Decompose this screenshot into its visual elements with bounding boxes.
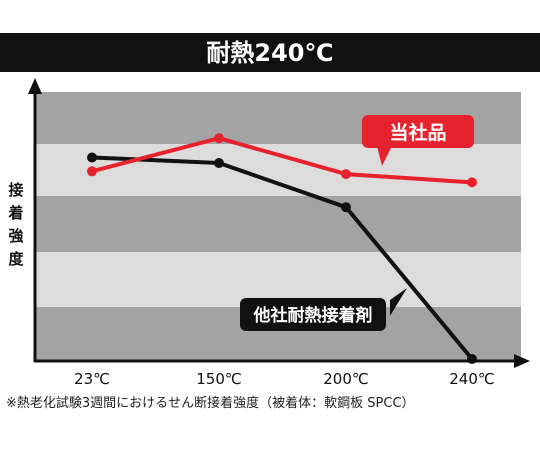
data-point-our-product	[467, 177, 477, 188]
series-line-our-product	[91, 136, 473, 185]
x-axis-arrow	[514, 354, 530, 368]
chart: 耐熱240℃ 接着強度 23℃ 150℃ 200℃ 240℃ 当社品 他社耐熱接着剤	[0, 33, 540, 388]
legend-our-product-box	[362, 115, 474, 148]
x-tick-labels: 23℃ 150℃ 200℃ 240℃	[74, 370, 495, 388]
x-tick-label: 200℃	[323, 370, 368, 388]
chart-title: 耐熱240℃	[206, 39, 333, 67]
y-axis-label-char: 度	[8, 250, 24, 268]
legend-competitor-label: 他社耐熱接着剤	[253, 305, 373, 326]
legend-our-product: 当社品	[362, 115, 474, 166]
y-axis-label: 接着強度	[7, 181, 24, 268]
data-point-competitor	[467, 354, 477, 364]
data-point-competitor	[341, 202, 351, 213]
x-tick-label: 23℃	[74, 370, 110, 388]
band-dark-2	[35, 196, 521, 252]
series-layer	[87, 133, 477, 364]
footnote: ※熱老化試験3週間におけるせん断接着強度（被着体：軟鋼板 SPCC）	[6, 396, 415, 411]
title-bar	[0, 33, 540, 72]
y-axis-arrow	[28, 78, 42, 94]
legend-competitor: 他社耐熱接着剤	[240, 288, 407, 331]
legend-competitor-pointer	[390, 288, 407, 316]
data-point-competitor	[214, 158, 224, 168]
data-point-our-product	[214, 133, 224, 144]
series-line-competitor	[91, 155, 474, 361]
x-tick-label: 240℃	[449, 370, 494, 388]
data-point-our-product	[341, 169, 351, 180]
legend-competitor-box	[240, 298, 386, 331]
y-axis-label-char: 強	[8, 227, 23, 245]
data-point-competitor	[87, 152, 97, 163]
y-axis-label-char: 接	[8, 181, 23, 199]
y-axis-label-char: 着	[7, 204, 23, 222]
legend-our-product-label: 当社品	[389, 121, 446, 144]
legend-our-product-pointer	[377, 146, 392, 166]
band-light-1	[35, 144, 521, 196]
band-light-2	[35, 252, 521, 307]
data-point-our-product	[87, 166, 97, 177]
plot-bands	[35, 92, 521, 360]
x-tick-label: 150℃	[196, 370, 241, 388]
